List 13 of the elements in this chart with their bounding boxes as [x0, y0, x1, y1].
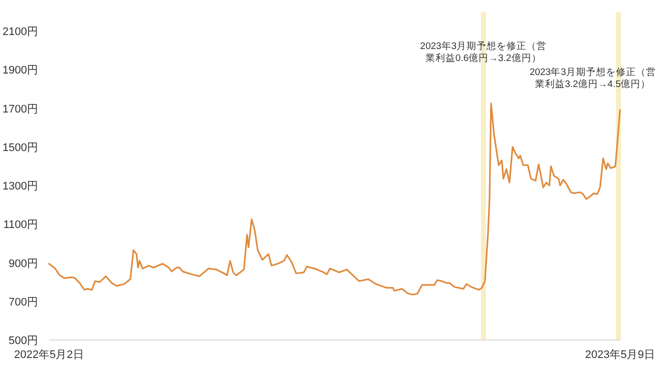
y-tick-label: 1700円 [2, 103, 38, 116]
y-tick-label: 1300円 [2, 180, 38, 192]
y-tick-label: 2100円 [2, 26, 38, 38]
ref-label: 2023年3月期予想を修正（営業利益0.6億円→3.2億円） [420, 41, 547, 64]
y-tick-label: 500円 [8, 335, 38, 347]
ref-label: 2023年3月期予想を修正（営業利益3.2億円→4.5億円） [530, 67, 656, 90]
y-tick-label: 1900円 [2, 64, 38, 77]
y-tick-label: 700円 [8, 296, 38, 308]
x-tick-label: 2023年5月9日 [585, 349, 655, 361]
y-tick-label: 1500円 [2, 142, 38, 154]
y-tick-label: 1100円 [3, 219, 38, 232]
y-tick-label: 900円 [8, 258, 38, 270]
x-tick-label: 2022年5月2日 [14, 349, 84, 361]
